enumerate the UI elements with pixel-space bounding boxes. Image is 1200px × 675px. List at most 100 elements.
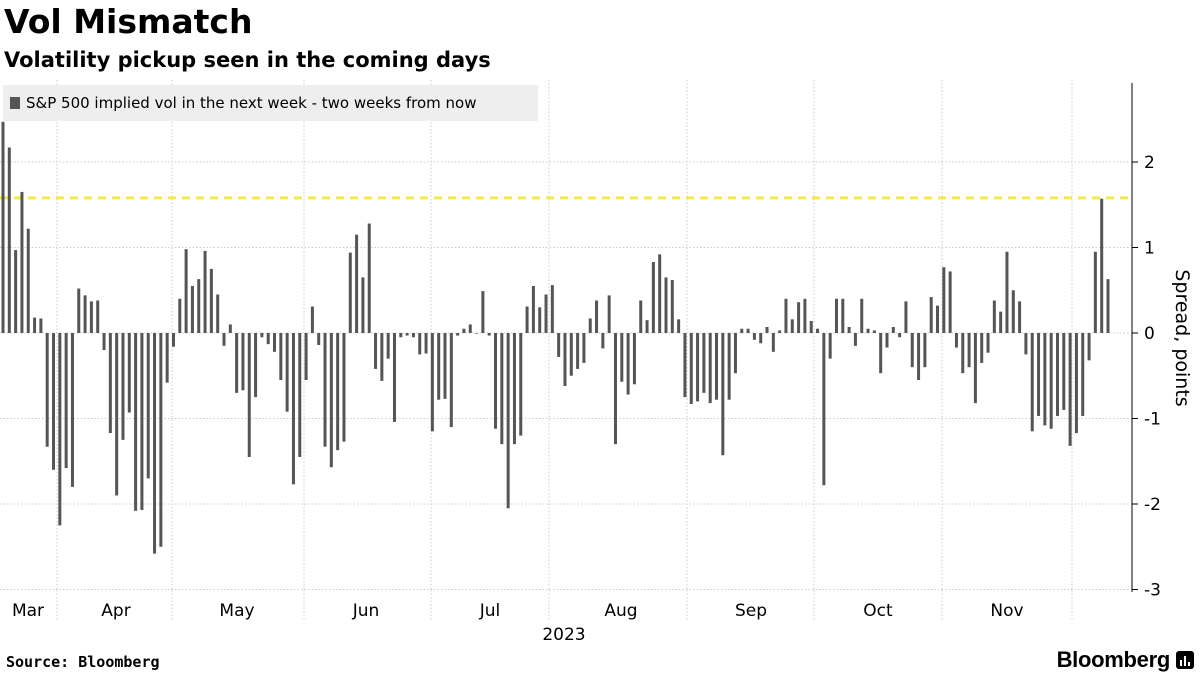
bar: [45, 333, 49, 447]
bar: [266, 333, 270, 345]
bar: [973, 333, 977, 404]
bar: [291, 333, 295, 485]
bar: [531, 285, 535, 334]
bar: [992, 300, 996, 333]
bar: [771, 333, 775, 352]
bar: [1030, 333, 1034, 432]
bar: [361, 277, 365, 334]
bar: [481, 291, 485, 333]
source-note: Source: Bloomberg: [6, 653, 160, 671]
bar: [582, 333, 586, 363]
bar: [203, 250, 207, 333]
bar: [860, 298, 864, 333]
bar: [664, 277, 668, 334]
bar: [702, 333, 706, 393]
brand-logo: Bloomberg: [1057, 646, 1194, 674]
bar: [146, 333, 150, 479]
bar: [115, 333, 119, 496]
bar: [626, 333, 630, 395]
bar: [323, 333, 327, 447]
brand-name: Bloomberg: [1056, 647, 1171, 672]
bar: [607, 295, 611, 333]
x-axis: Mar Apr May Jun Jul Aug Sep Oct Nov: [12, 590, 1073, 621]
y-tick-label: 1: [1144, 239, 1155, 259]
bar: [816, 328, 820, 334]
bar: [298, 333, 302, 457]
bar: [171, 333, 175, 347]
bar: [658, 254, 662, 333]
bar: [569, 333, 573, 376]
bar: [153, 333, 157, 554]
bar: [834, 298, 838, 333]
bar: [715, 333, 719, 400]
bar: [696, 333, 700, 402]
x-axis-title: 2023: [542, 625, 585, 645]
bar: [424, 333, 428, 354]
bar: [247, 333, 251, 457]
bloomberg-terminal-icon: [1176, 651, 1194, 669]
bar: [83, 295, 87, 333]
bar: [1087, 333, 1091, 361]
bar: [96, 300, 100, 333]
bar: [336, 333, 340, 451]
bar: [784, 298, 788, 333]
bar: [374, 333, 378, 369]
bar: [538, 307, 542, 333]
bar: [891, 327, 895, 333]
bar: [613, 333, 617, 445]
bar: [279, 333, 283, 381]
bar: [159, 333, 163, 547]
bar: [1018, 301, 1022, 333]
bar: [670, 279, 674, 333]
bar: [134, 333, 138, 511]
bar: [190, 285, 194, 334]
bar: [184, 249, 188, 333]
bar: [765, 327, 769, 333]
bar: [544, 294, 548, 333]
bar: [33, 317, 37, 333]
bar: [140, 333, 144, 510]
bar: [1093, 251, 1097, 333]
x-tick-label: Jul: [479, 601, 501, 621]
bar: [254, 333, 258, 398]
bar: [512, 333, 516, 445]
bar: [841, 298, 845, 333]
bar: [241, 333, 245, 391]
y-tick-label: 0: [1144, 324, 1155, 344]
bar: [285, 333, 289, 412]
legend-label: S&P 500 implied vol in the next week - t…: [26, 94, 476, 112]
bar: [70, 333, 74, 487]
bar: [790, 319, 794, 333]
bar: [506, 333, 510, 509]
bar: [1011, 290, 1015, 333]
bar: [550, 285, 554, 333]
bar: [721, 333, 725, 456]
legend-swatch: [10, 97, 20, 109]
bar: [386, 333, 390, 359]
x-tick-label: Jun: [352, 601, 380, 621]
bar: [708, 333, 712, 404]
bar: [961, 333, 965, 374]
bar: [588, 318, 592, 333]
x-tick-label: May: [219, 601, 254, 621]
bar: [822, 333, 826, 486]
bar: [576, 333, 580, 369]
bar: [348, 252, 352, 333]
bar: [967, 333, 971, 368]
y-tick-label: -3: [1144, 581, 1161, 601]
bar: [525, 306, 529, 333]
bar: [178, 298, 182, 333]
bar: [127, 333, 131, 413]
bar: [342, 333, 346, 442]
bar: [620, 333, 624, 382]
bar: [1049, 333, 1053, 429]
bar: [304, 333, 308, 381]
bar: [216, 294, 220, 333]
bar: [355, 234, 359, 333]
bar: [803, 298, 807, 333]
bar: [329, 333, 333, 468]
bar: [443, 333, 447, 399]
x-tick-label: Apr: [101, 601, 130, 621]
x-tick-label: Mar: [12, 601, 44, 621]
bar: [986, 333, 990, 353]
